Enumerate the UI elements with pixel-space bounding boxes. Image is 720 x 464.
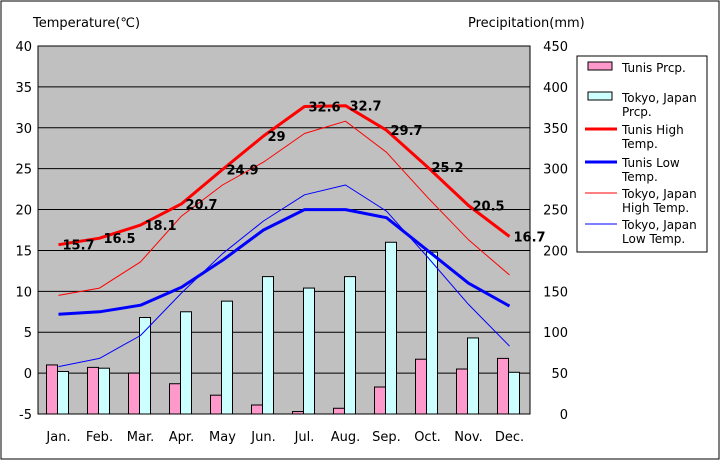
precip-bar (139, 317, 151, 415)
precip-bar (426, 251, 438, 415)
data-label: 16.7 (514, 231, 546, 246)
x-axis-ticks: Jan. Feb. Mar. Apr. May Jun. Jul. Aug. Sep. Oct. N… (45, 430, 524, 445)
left-tick-label: 35 (15, 81, 32, 96)
precip-bar (169, 383, 181, 415)
left-axis-ticks: -5 0 5 10 15 20 25 30 35 40 (15, 40, 32, 423)
legend-box (576, 55, 708, 253)
temp-line (58, 120, 510, 296)
precip-bar (385, 241, 397, 415)
left-tick-label: 5 (24, 326, 32, 341)
legend-label: Tunis High Temp. (621, 123, 684, 151)
data-label: 32.7 (350, 100, 382, 115)
x-tick-label: May (209, 430, 236, 445)
right-axis-title: Precipitation(mm) (468, 16, 585, 31)
precip-bar (303, 287, 315, 415)
legend-label: Tokyo, Japan High Temp. (621, 187, 697, 215)
data-label: 24.9 (227, 163, 259, 178)
right-tick-label: 450 (543, 40, 568, 55)
precip-bar (128, 372, 140, 415)
precip-bar (292, 411, 304, 415)
x-tick-label: Feb. (86, 430, 113, 445)
precip-bar (46, 364, 58, 415)
data-label: 32.6 (309, 101, 341, 116)
left-tick-label: 15 (15, 244, 32, 259)
gridlines (38, 86, 530, 374)
precip-bar (344, 276, 356, 415)
bar-layer (46, 241, 520, 415)
legend: Tunis Prcp. Tokyo, Japan Prcp. Tunis High Te… (576, 55, 708, 253)
precip-bar (456, 368, 468, 415)
data-label: 20.5 (473, 199, 505, 214)
precip-bar (98, 367, 110, 415)
right-tick-label: 250 (543, 204, 568, 219)
line-layer (58, 104, 511, 368)
data-label: 18.1 (145, 219, 177, 234)
right-tick-label: 200 (543, 244, 568, 259)
right-tick-label: 400 (543, 81, 568, 96)
temp-line (58, 208, 511, 316)
right-tick-label: 300 (543, 163, 568, 178)
data-label: 16.5 (104, 232, 136, 247)
legend-label: Tunis Prcp. (621, 61, 686, 75)
precip-bar (497, 357, 509, 415)
x-tick-label: Nov. (454, 430, 483, 445)
right-tick-label: 100 (543, 326, 568, 341)
data-label: 25.2 (432, 161, 464, 176)
data-label-layer: 15.7 16.5 18.1 20.7 24.9 29 32.6 32.7 29.7 25.2 20… (63, 100, 546, 254)
precip-bar (415, 358, 427, 415)
right-tick-label: 0 (560, 408, 568, 423)
legend-label: Tunis Low Temp. (621, 156, 680, 184)
x-tick-label: Oct. (414, 430, 441, 445)
precip-bar (57, 370, 69, 415)
plot-area (37, 45, 531, 415)
left-tick-label: 10 (15, 285, 32, 300)
precip-bar (180, 311, 192, 415)
precip-bar (251, 404, 263, 415)
temp-line (58, 104, 511, 247)
left-tick-label: 20 (15, 204, 32, 219)
legend-label: Tokyo, Japan Low Temp. (621, 218, 697, 246)
legend-label: Tokyo, Japan Prcp. (621, 91, 697, 119)
precip-bar (467, 337, 479, 415)
left-tick-label: 0 (24, 367, 32, 382)
left-tick-label: 40 (15, 40, 32, 55)
data-label: 29.7 (391, 124, 423, 139)
x-tick-label: Jun. (250, 430, 275, 445)
temp-line (58, 184, 510, 368)
precip-bar (508, 371, 520, 415)
right-axis-ticks: 0 50 100 150 200 250 300 350 400 450 (543, 40, 568, 423)
data-label: 15.7 (63, 239, 95, 254)
legend-swatch (587, 91, 613, 101)
left-tick-label: 30 (15, 122, 32, 137)
precip-bar (374, 386, 386, 415)
legend-swatch (587, 61, 613, 71)
x-tick-label: Apr. (169, 430, 194, 445)
right-tick-label: 150 (543, 285, 568, 300)
precip-bar (262, 276, 274, 415)
left-axis-title: Temperature(℃) (32, 16, 140, 31)
precip-bar (87, 366, 99, 415)
right-tick-label: 350 (543, 122, 568, 137)
x-tick-label: Aug. (331, 430, 361, 445)
x-tick-label: Dec. (495, 430, 524, 445)
right-tick-label: 50 (551, 367, 568, 382)
data-label: 20.7 (186, 198, 218, 213)
precip-bar (333, 407, 345, 415)
x-tick-label: Mar. (127, 430, 154, 445)
data-label: 29 (268, 130, 286, 145)
x-tick-label: Sep. (372, 430, 401, 445)
precip-bar (210, 394, 222, 415)
x-tick-label: Jan. (45, 430, 70, 445)
left-tick-label: -5 (19, 408, 32, 423)
x-tick-label: Jul. (294, 430, 315, 445)
precip-bar (221, 300, 233, 415)
left-tick-label: 25 (15, 163, 32, 178)
